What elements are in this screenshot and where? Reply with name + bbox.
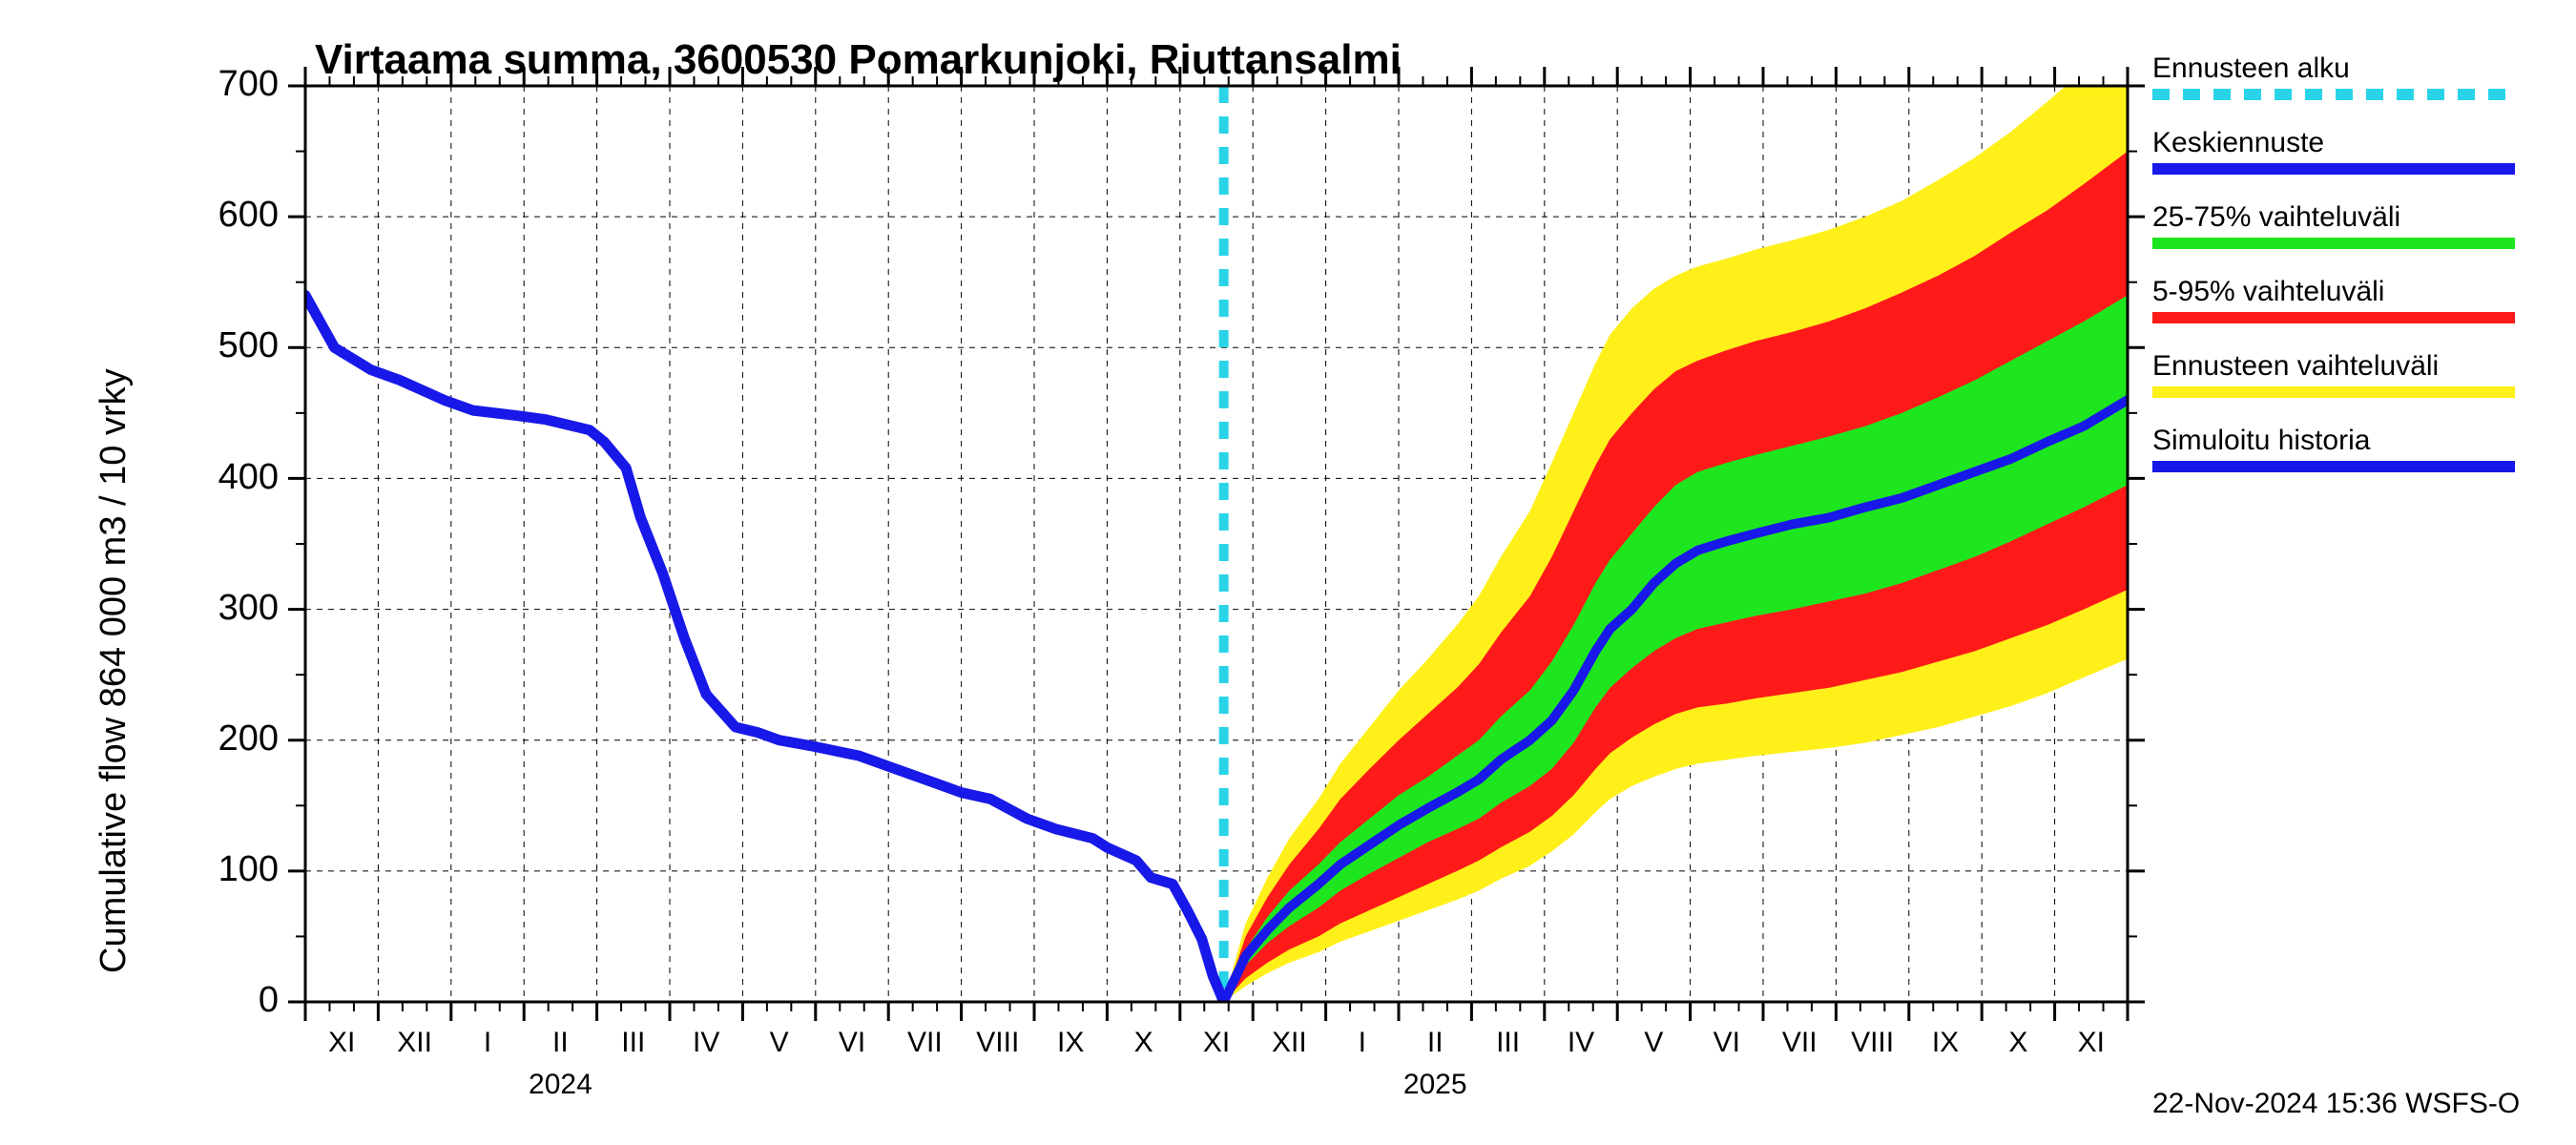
legend-swatch [2152,461,2515,472]
x-month-label: XII [1253,1027,1325,1059]
legend-label: Ennusteen alku [2152,52,2350,85]
y-tick-label: 0 [259,980,279,1021]
x-month-label: X [1982,1027,2054,1059]
x-month-label: VI [816,1027,888,1059]
x-month-label: VII [1763,1027,1836,1059]
x-month-label: III [1471,1027,1544,1059]
x-month-label: XI [305,1027,378,1059]
x-month-label: XI [1180,1027,1253,1059]
x-month-label: V [1617,1027,1690,1059]
legend-label: Simuloitu historia [2152,425,2370,457]
y-tick-label: 300 [218,588,279,629]
legend-swatch [2152,89,2515,100]
legend-swatch [2152,238,2515,249]
x-month-label: I [1326,1027,1399,1059]
x-month-label: IX [1909,1027,1982,1059]
legend-label: Ennusteen vaihteluväli [2152,350,2439,383]
x-year-label: 2025 [1362,1069,1508,1101]
x-month-label: X [1107,1027,1179,1059]
y-tick-label: 700 [218,64,279,105]
legend-label: Keskiennuste [2152,127,2324,159]
y-tick-label: 600 [218,195,279,236]
y-tick-label: 500 [218,325,279,366]
x-month-label: IX [1034,1027,1107,1059]
x-month-label: XII [378,1027,450,1059]
x-month-label: VIII [962,1027,1034,1059]
legend-swatch [2152,163,2515,175]
legend-swatch [2152,312,2515,323]
x-year-label: 2024 [488,1069,634,1101]
x-month-label: III [597,1027,670,1059]
x-month-label: II [1399,1027,1471,1059]
line-history [305,295,1224,1002]
x-month-label: VIII [1836,1027,1908,1059]
legend-label: 25-75% vaihteluväli [2152,201,2400,234]
x-month-label: VI [1691,1027,1763,1059]
y-tick-label: 400 [218,457,279,498]
x-month-label: XI [2055,1027,2128,1059]
chart-stage: Virtaama summa, 3600530 Pomarkunjoki, Ri… [0,0,2576,1145]
x-month-label: VII [888,1027,961,1059]
x-month-label: I [451,1027,524,1059]
legend-label: 5-95% vaihteluväli [2152,276,2384,308]
x-month-label: IV [670,1027,742,1059]
y-tick-label: 200 [218,718,279,760]
footer-timestamp: 22-Nov-2024 15:36 WSFS-O [2152,1088,2520,1120]
x-month-label: IV [1545,1027,1617,1059]
y-tick-label: 100 [218,849,279,890]
x-month-label: II [524,1027,596,1059]
x-month-label: V [742,1027,815,1059]
legend-swatch [2152,386,2515,398]
